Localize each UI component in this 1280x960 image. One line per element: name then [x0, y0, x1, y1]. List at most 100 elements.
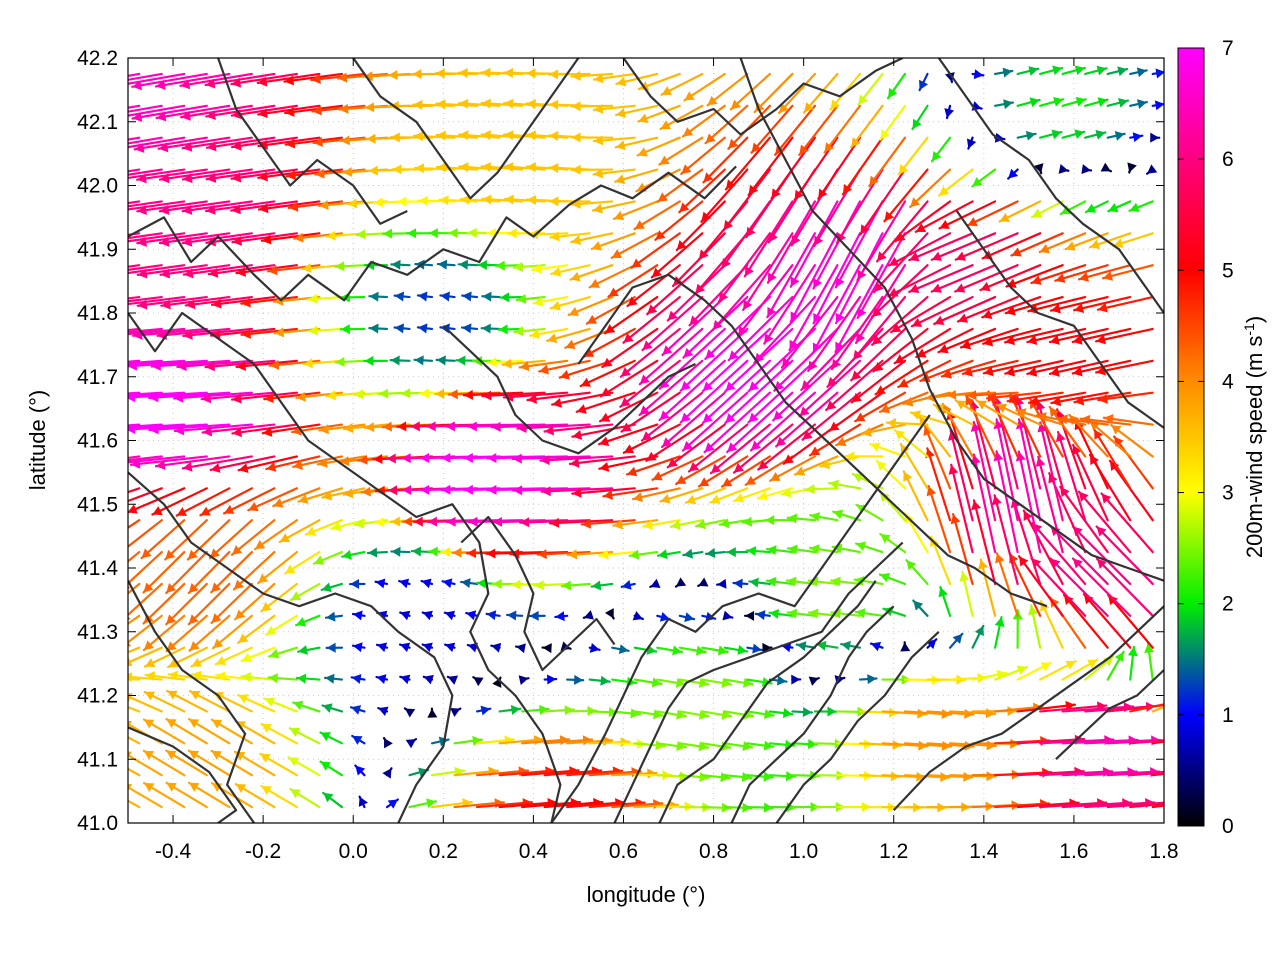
wind-arrow [1084, 129, 1107, 140]
wind-arrow [764, 515, 794, 526]
wind-arrow [457, 130, 501, 141]
wind-arrow [765, 576, 794, 587]
wind-arrow [128, 519, 163, 549]
wind-arrow [611, 644, 630, 655]
wind-arrow [786, 513, 817, 524]
wind-arrow [181, 168, 253, 184]
wind-arrow [961, 359, 1019, 377]
wind-arrow [223, 487, 276, 515]
wind-arrow [1049, 295, 1109, 314]
wind-arrow [128, 423, 208, 435]
wind-arrow [319, 731, 344, 745]
wind-arrow [844, 451, 884, 462]
wind-arrow [208, 519, 253, 560]
y-tick-label: 42.1 [77, 111, 118, 134]
wind-arrow [461, 291, 479, 302]
wind-arrow [199, 487, 253, 517]
wind-arrow [700, 168, 749, 223]
wind-arrow [1061, 65, 1086, 76]
wind-arrow [133, 136, 208, 153]
wind-arrow [723, 771, 753, 782]
contour-line [217, 58, 408, 225]
wind-arrow [900, 641, 911, 652]
wind-arrow [1106, 801, 1164, 809]
wind-arrow [548, 196, 591, 207]
wind-arrow [762, 642, 773, 653]
wind-arrow [1039, 96, 1065, 107]
wind-arrow [210, 295, 276, 309]
wind-arrow [181, 200, 253, 215]
wind-arrow [1100, 162, 1112, 173]
wind-arrow [1004, 327, 1064, 346]
wind-arrow [480, 130, 524, 141]
wind-arrow [658, 359, 726, 422]
wind-arrow [261, 423, 321, 437]
wind-arrow [930, 232, 997, 261]
contour-line [1055, 669, 1164, 760]
wind-arrow [435, 355, 456, 366]
wind-arrow [854, 608, 884, 619]
contour-line [128, 471, 454, 823]
wind-arrow [601, 327, 659, 369]
wind-arrow [749, 391, 817, 452]
wind-arrow [1129, 132, 1144, 143]
wind-arrow [725, 547, 749, 558]
wind-arrow [908, 264, 974, 294]
wind-arrow [681, 391, 749, 452]
wind-arrow [144, 671, 186, 682]
wind-arrow [1016, 66, 1040, 76]
wind-arrow [1084, 97, 1109, 107]
wind-arrow [666, 423, 726, 469]
wind-arrow [1079, 414, 1132, 426]
wind-arrow [1061, 96, 1087, 107]
wind-arrow [1059, 200, 1087, 215]
wind-arrow [287, 200, 344, 212]
wind-arrow [747, 359, 817, 424]
wind-arrow [872, 327, 929, 373]
wind-arrow [674, 577, 687, 588]
wind-arrow [417, 195, 456, 206]
wind-arrow [284, 136, 344, 149]
wind-arrow [620, 579, 636, 590]
wind-arrow [272, 487, 321, 508]
wind-arrow [744, 455, 794, 486]
wind-arrow [435, 162, 479, 173]
wind-arrow [982, 359, 1042, 377]
wind-arrow [570, 198, 614, 209]
wind-arrow [541, 643, 552, 654]
y-tick-label: 41.1 [77, 748, 118, 771]
wind-arrow [853, 576, 884, 586]
wind-arrow [190, 646, 231, 668]
wind-arrow [897, 136, 929, 176]
wind-arrow [289, 582, 321, 602]
wind-arrow [709, 423, 771, 475]
wind-arrow [817, 136, 862, 200]
wind-arrow [1073, 295, 1132, 314]
wind-arrow [681, 104, 726, 138]
wind-arrow [1061, 658, 1099, 681]
wind-arrow [678, 678, 710, 688]
wind-arrow [441, 578, 456, 589]
wind-arrow [334, 356, 366, 367]
wind-arrow [128, 327, 186, 336]
wind-arrow [823, 104, 862, 154]
wind-arrow [257, 168, 321, 182]
wind-arrow [151, 487, 208, 516]
wind-arrow [128, 168, 163, 176]
wind-arrow [954, 399, 997, 426]
wind-arrow [610, 232, 659, 259]
wind-arrow [549, 231, 591, 242]
wind-arrow [391, 164, 434, 175]
wind-arrow [366, 547, 389, 558]
x-tick-label: -0.2 [245, 840, 281, 863]
wind-arrow [232, 550, 276, 591]
wind-arrow [503, 162, 546, 173]
wind-arrow [515, 293, 546, 304]
wind-arrow [164, 519, 208, 561]
wind-arrow [188, 614, 231, 652]
wind-arrow [791, 739, 819, 750]
wind-arrow [165, 614, 208, 653]
wind-arrow [382, 736, 393, 749]
wind-arrow [128, 200, 186, 211]
wind-arrow [1096, 295, 1154, 313]
